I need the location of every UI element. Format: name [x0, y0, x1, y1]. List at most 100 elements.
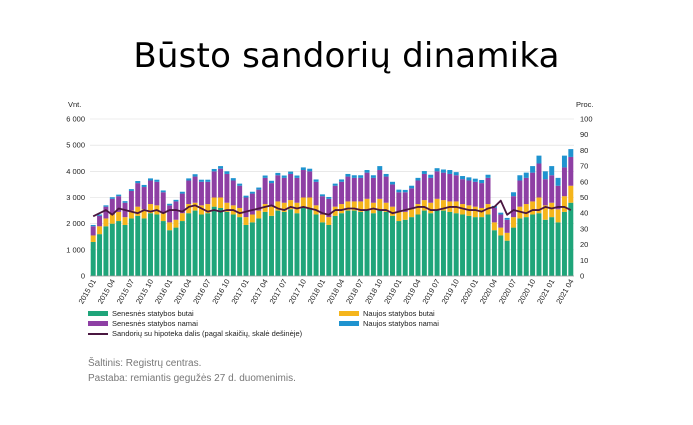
bar-naujos-namai	[256, 187, 262, 190]
bar-naujos-butai	[523, 204, 529, 218]
bar-naujos-butai	[479, 207, 485, 218]
bar-senesnes-butai	[517, 218, 523, 276]
bar-naujos-namai	[288, 171, 294, 174]
bar-naujos-namai	[167, 203, 173, 206]
bar-senesnes-butai	[390, 215, 395, 276]
bar-naujos-namai	[122, 201, 128, 203]
bar-naujos-namai	[313, 179, 319, 182]
bar-senesnes-namai	[390, 184, 395, 207]
bar-naujos-namai	[542, 171, 548, 180]
bar-naujos-namai	[377, 166, 383, 171]
bar-senesnes-butai	[555, 222, 561, 276]
bar-senesnes-butai	[351, 210, 357, 276]
bar-naujos-butai	[192, 202, 198, 211]
bar-naujos-namai	[109, 197, 115, 199]
bar-senesnes-namai	[396, 192, 402, 212]
bar-senesnes-namai	[230, 180, 236, 206]
mortgage-line	[92, 199, 572, 218]
bar-naujos-butai	[504, 232, 510, 241]
bar-naujos-namai	[97, 214, 103, 216]
source-text: Šaltinis: Registrų centras.	[88, 358, 202, 369]
bar-senesnes-butai	[154, 214, 160, 276]
bar-naujos-butai	[358, 201, 364, 212]
bar-senesnes-namai	[313, 181, 319, 206]
bar-senesnes-butai	[205, 213, 211, 276]
bar-senesnes-namai	[370, 177, 376, 203]
bar-naujos-butai	[440, 200, 446, 211]
bar-naujos-butai	[224, 202, 230, 212]
bar-senesnes-namai	[453, 175, 459, 202]
legend-swatch-senesnes-butai	[88, 311, 108, 316]
bar-naujos-namai	[351, 175, 357, 178]
legend-label-senesnes-butai: Senesnės statybos butai	[112, 309, 194, 318]
series-line-hipoteka	[92, 199, 572, 218]
bar-senesnes-butai	[364, 209, 370, 276]
bar-senesnes-namai	[504, 219, 510, 233]
bar-naujos-butai	[116, 211, 122, 222]
bar-senesnes-namai	[466, 180, 472, 206]
bar-naujos-namai	[249, 191, 255, 194]
bar-senesnes-butai	[148, 213, 153, 276]
bar-senesnes-butai	[230, 214, 236, 276]
bar-naujos-butai	[307, 197, 313, 208]
legend-swatch-naujos-namai	[339, 321, 359, 326]
bar-senesnes-namai	[549, 175, 555, 203]
bar-naujos-namai	[326, 196, 332, 199]
bar-naujos-namai	[319, 194, 325, 197]
left-tick-label: 1 000	[66, 245, 85, 254]
bar-naujos-namai	[498, 212, 504, 215]
bar-senesnes-butai	[218, 207, 224, 276]
bar-senesnes-butai	[141, 218, 147, 276]
bar-senesnes-namai	[281, 177, 287, 203]
bar-naujos-butai	[186, 204, 192, 214]
bar-naujos-namai	[230, 178, 236, 181]
bar-naujos-butai	[198, 205, 204, 215]
bar-naujos-namai	[243, 195, 249, 198]
bar-senesnes-namai	[128, 190, 134, 211]
bar-naujos-namai	[504, 217, 510, 220]
bar-senesnes-butai	[256, 218, 262, 276]
bar-senesnes-namai	[517, 180, 523, 207]
bar-naujos-butai	[103, 218, 109, 227]
bar-naujos-namai	[339, 179, 345, 182]
bar-senesnes-namai	[498, 214, 504, 228]
bar-naujos-butai	[561, 196, 567, 212]
bar-senesnes-butai	[275, 210, 281, 276]
bar-senesnes-namai	[135, 183, 141, 207]
bar-senesnes-namai	[224, 173, 230, 203]
bar-senesnes-butai	[224, 211, 230, 276]
bar-naujos-butai	[122, 217, 128, 225]
bar-naujos-namai	[568, 149, 574, 157]
bar-naujos-namai	[472, 178, 478, 182]
bar-naujos-butai	[218, 197, 224, 208]
bars	[90, 149, 574, 276]
bar-naujos-namai	[269, 180, 274, 184]
bar-naujos-namai	[148, 178, 153, 181]
bar-senesnes-namai	[383, 176, 389, 203]
legend-label-senesnes-namai: Senesnės statybos namai	[112, 319, 198, 328]
bar-naujos-namai	[370, 175, 376, 178]
bar-naujos-butai	[300, 197, 306, 207]
bar-senesnes-butai	[332, 215, 338, 276]
bar-senesnes-namai	[237, 185, 243, 208]
legend-item-naujos-namai: Naujos statybos namai	[339, 319, 439, 328]
bar-senesnes-butai	[485, 214, 491, 276]
bar-naujos-namai	[332, 183, 338, 186]
right-tick-label: 80	[580, 146, 588, 155]
bar-senesnes-namai	[447, 173, 453, 202]
bar-senesnes-namai	[409, 188, 415, 210]
bar-naujos-butai	[135, 206, 141, 216]
bar-senesnes-namai	[288, 173, 294, 201]
bar-naujos-butai	[421, 200, 427, 211]
bar-naujos-namai	[402, 189, 408, 193]
bar-naujos-namai	[218, 166, 224, 169]
legend-label-naujos-butai: Naujos statybos butai	[363, 309, 435, 318]
bar-senesnes-namai	[542, 179, 548, 206]
bar-naujos-butai	[377, 198, 383, 210]
bar-naujos-namai	[116, 194, 122, 197]
bar-naujos-butai	[275, 201, 281, 211]
bar-senesnes-namai	[479, 183, 485, 208]
bar-senesnes-namai	[358, 177, 364, 202]
legend-item-senesnes-namai: Senesnės statybos namai	[88, 319, 198, 328]
bar-senesnes-namai	[167, 205, 173, 223]
